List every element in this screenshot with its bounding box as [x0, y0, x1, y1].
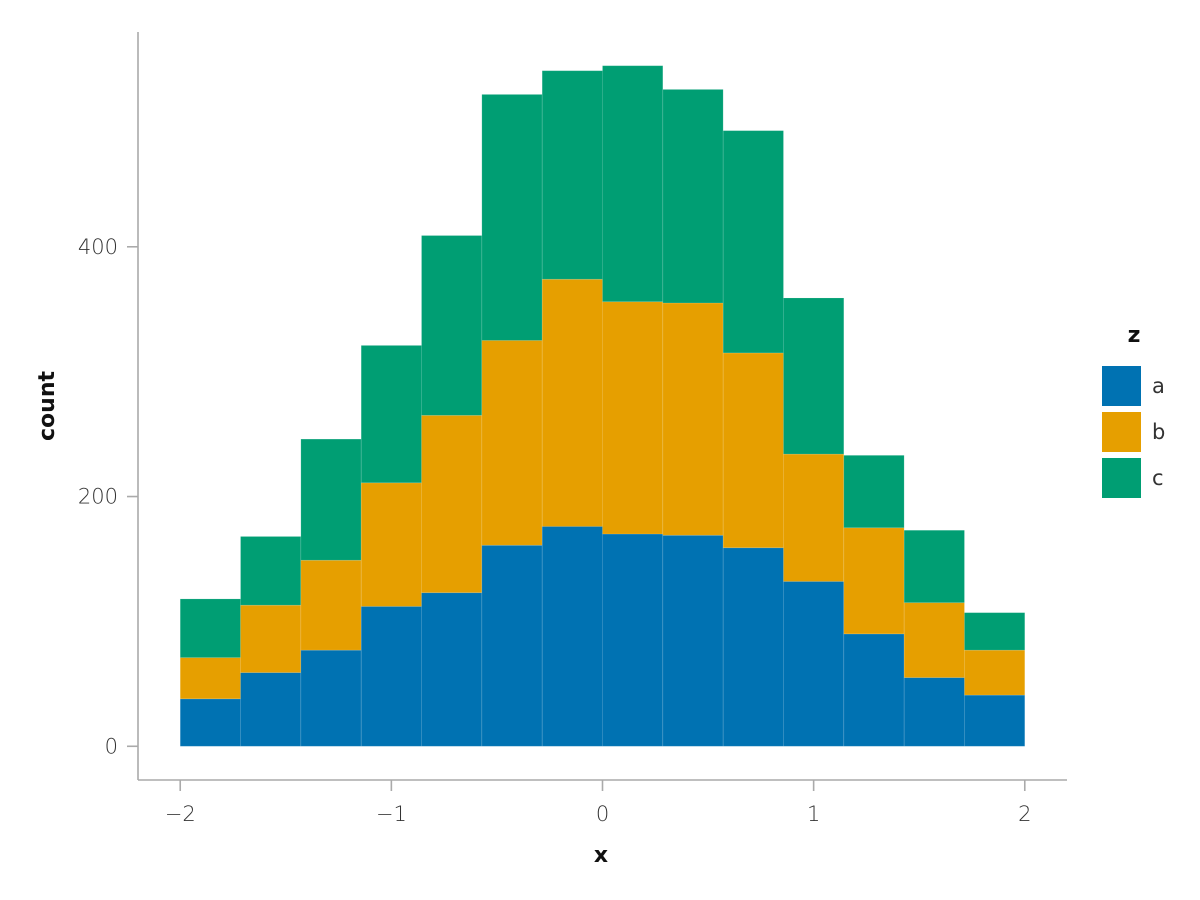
x-ticks: −2 −1 0 1 2 — [165, 780, 1031, 826]
bar-b-bin-2 — [240, 604, 302, 674]
bar-b-bin-8 — [602, 301, 664, 535]
bar-c-bin-4 — [360, 345, 422, 484]
bar-c-bin-2 — [240, 536, 302, 606]
y-axis-title: count — [35, 371, 60, 441]
bar-c-bin-3 — [300, 438, 362, 561]
x-tick-label: −2 — [165, 802, 196, 826]
bar-c-bin-10 — [722, 130, 784, 354]
bar-a-bin-1 — [179, 698, 241, 747]
bar-a-bin-13 — [903, 677, 965, 747]
bars-layer — [179, 65, 1026, 747]
bar-b-bin-7 — [541, 278, 603, 527]
bar-a-bin-2 — [240, 672, 302, 747]
bar-a-bin-12 — [843, 633, 905, 747]
bar-a-bin-10 — [722, 547, 784, 747]
bar-a-bin-4 — [360, 606, 422, 747]
bar-c-bin-12 — [843, 454, 905, 529]
y-tick-label: 200 — [78, 485, 118, 509]
bar-a-bin-5 — [421, 592, 483, 747]
y-ticks: 0 200 400 — [78, 235, 138, 758]
bar-b-bin-11 — [783, 453, 845, 582]
legend-label-c: c — [1152, 466, 1164, 490]
x-tick-label: 1 — [807, 802, 820, 826]
bar-a-bin-7 — [541, 526, 603, 747]
bar-c-bin-7 — [541, 70, 603, 280]
bar-c-bin-11 — [783, 297, 845, 455]
x-axis-title: x — [594, 843, 608, 868]
bar-a-bin-14 — [964, 694, 1026, 747]
bar-c-bin-8 — [602, 65, 664, 303]
legend-title: z — [1128, 323, 1141, 348]
bar-a-bin-11 — [783, 581, 845, 747]
bar-c-bin-9 — [662, 89, 724, 304]
bar-c-bin-14 — [964, 612, 1026, 651]
legend-swatch-c — [1102, 458, 1141, 498]
x-tick-label: 2 — [1018, 802, 1031, 826]
legend-swatch-a — [1102, 366, 1141, 406]
bar-a-bin-3 — [300, 649, 362, 747]
legend-swatch-b — [1102, 412, 1141, 452]
legend-label-a: a — [1152, 374, 1165, 398]
bar-a-bin-8 — [602, 533, 664, 747]
bar-a-bin-9 — [662, 534, 724, 747]
bar-a-bin-6 — [481, 544, 543, 747]
bar-b-bin-10 — [722, 352, 784, 549]
bar-b-bin-12 — [843, 527, 905, 635]
bar-b-bin-9 — [662, 302, 724, 536]
bar-c-bin-5 — [421, 235, 483, 416]
bar-c-bin-6 — [481, 94, 543, 341]
y-tick-label: 400 — [78, 235, 118, 259]
bar-b-bin-14 — [964, 649, 1026, 696]
legend-label-b: b — [1152, 420, 1165, 444]
bar-b-bin-5 — [421, 414, 483, 594]
y-tick-label: 0 — [105, 734, 118, 758]
x-tick-label: −1 — [376, 802, 407, 826]
legend: z abc — [1102, 323, 1165, 498]
bar-b-bin-13 — [903, 602, 965, 679]
bar-b-bin-3 — [300, 559, 362, 651]
bar-b-bin-6 — [481, 340, 543, 546]
bar-c-bin-1 — [179, 598, 241, 659]
bar-b-bin-4 — [360, 482, 422, 607]
bar-b-bin-1 — [179, 657, 241, 700]
bar-c-bin-13 — [903, 529, 965, 604]
x-tick-label: 0 — [596, 802, 609, 826]
